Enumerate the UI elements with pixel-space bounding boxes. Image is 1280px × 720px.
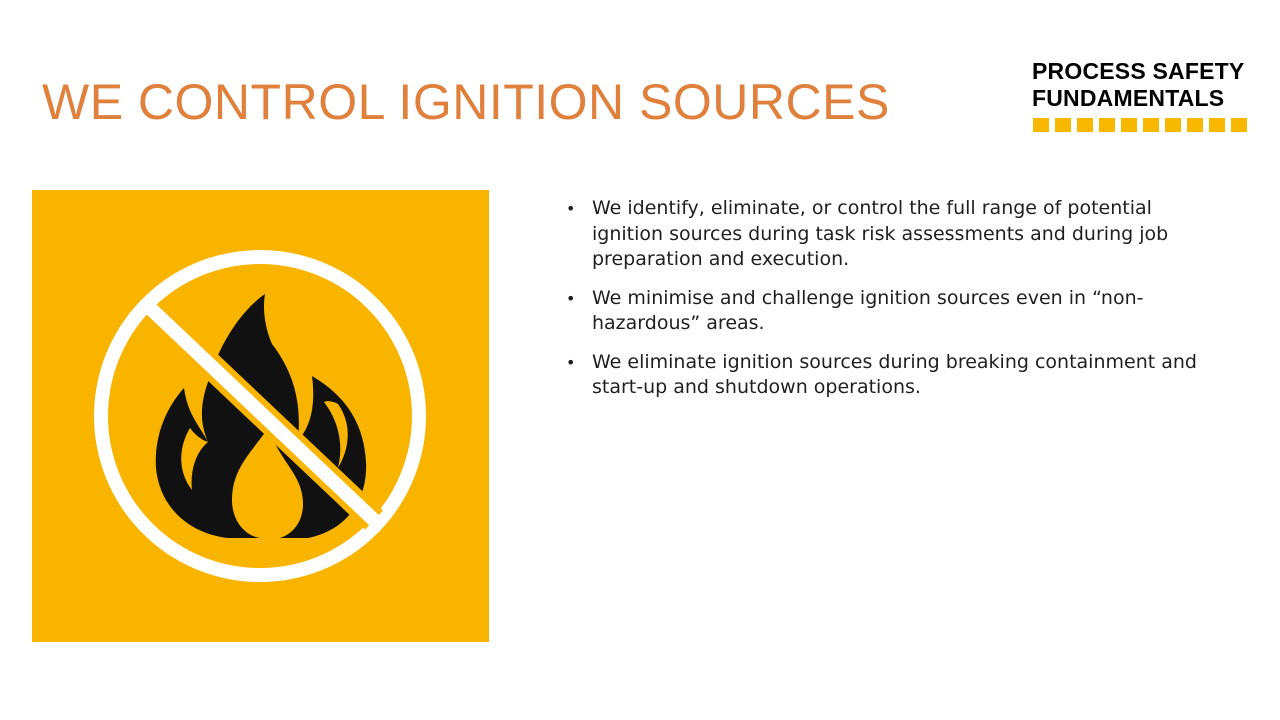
logo-dash xyxy=(1165,118,1181,132)
bullet-marker: • xyxy=(566,352,576,372)
bullet-item: • We identify, eliminate, or control the… xyxy=(566,196,1216,273)
bullet-marker: • xyxy=(566,288,576,308)
bullet-text: We identify, eliminate, or control the f… xyxy=(592,197,1169,270)
prohibition-ring xyxy=(94,250,426,582)
bullet-item: • We eliminate ignition sources during b… xyxy=(566,350,1216,401)
prohibition-slash xyxy=(145,302,381,528)
bullet-text: We eliminate ignition sources during bre… xyxy=(592,350,1197,399)
slide-title: WE CONTROL IGNITION SOURCES xyxy=(42,74,890,130)
logo-dash xyxy=(1099,118,1115,132)
logo-dash xyxy=(1143,118,1159,132)
logo-line-2: FUNDAMENTALS xyxy=(1032,85,1225,111)
process-safety-fundamentals-logo: PROCESS SAFETY FUNDAMENTALS xyxy=(1032,58,1250,138)
bullet-list: • We identify, eliminate, or control the… xyxy=(566,196,1216,414)
logo-dash xyxy=(1209,118,1225,132)
bullet-marker: • xyxy=(566,199,576,218)
logo-dash xyxy=(1231,118,1247,132)
logo-dash xyxy=(1187,118,1203,132)
bullet-item: • We minimise and challenge ignition sou… xyxy=(566,286,1216,337)
logo-line-1: PROCESS SAFETY xyxy=(1032,58,1245,84)
logo-dash-bar xyxy=(1033,118,1247,132)
logo-dash xyxy=(1055,118,1071,132)
logo-dash xyxy=(1033,118,1049,132)
bullet-text: We minimise and challenge ignition sourc… xyxy=(592,286,1144,335)
no-open-flame-panel xyxy=(32,190,489,642)
logo-dash xyxy=(1077,118,1093,132)
no-open-flame-icon xyxy=(94,250,426,582)
logo-dash xyxy=(1121,118,1137,132)
